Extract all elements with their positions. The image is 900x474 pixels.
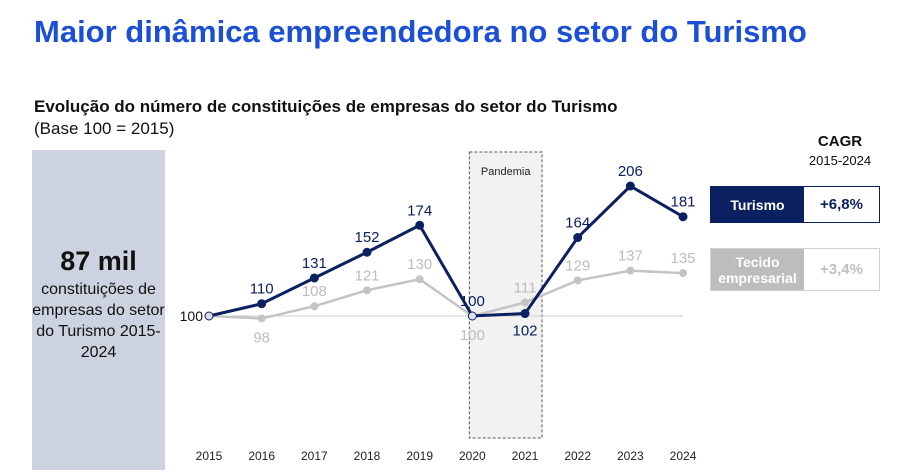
legend-label: Tecido empresarial [711,249,804,290]
data-point [363,286,372,295]
cagr-period: 2015-2024 [808,153,872,168]
data-label: 206 [618,163,643,180]
data-label: 98 [253,329,270,346]
x-tick-label: 2020 [459,449,486,463]
data-label: 130 [407,256,432,273]
summary-value: 87 mil [60,246,137,276]
data-label: 131 [302,255,327,272]
pandemic-band [468,151,543,439]
x-tick-label: 2018 [354,449,381,463]
data-point [520,309,530,319]
data-label: 129 [565,257,590,274]
baseline-label: 100 [180,308,204,324]
data-point [678,212,688,222]
data-label: 121 [354,267,379,284]
data-point [204,311,214,321]
data-label: 111 [514,280,537,297]
data-point [415,275,424,284]
data-label: 181 [671,194,696,211]
x-tick-label: 2019 [406,449,433,463]
data-point [257,299,267,309]
data-point [257,314,266,323]
data-point [573,276,582,285]
legend-cagr: +3,4% [804,249,879,290]
data-point [521,298,530,307]
x-tick-label: 2021 [512,449,539,463]
data-point [309,273,319,283]
data-point [626,266,635,275]
summary-panel: 87 mil constituições de empresas do seto… [32,150,165,470]
data-label: 135 [671,250,696,267]
legend-tecido-empresarial: Tecido empresarial +3,4% [710,248,880,291]
legend-label: Turismo [711,187,804,222]
data-point [679,269,688,278]
data-label: 110 [250,281,274,298]
data-point [310,302,319,311]
data-label: 100 [460,327,485,344]
x-tick-label: 2016 [248,449,275,463]
x-tick-label: 2024 [670,449,697,463]
data-point [573,233,583,243]
pandemic-label: Pandemia [481,166,531,178]
data-point [415,220,425,230]
data-point [625,181,635,191]
x-tick-label: 2023 [617,449,644,463]
chart-subtitle: (Base 100 = 2015) [34,119,175,138]
x-tick-label: 2022 [564,449,591,463]
data-label: 174 [407,202,432,219]
x-tick-label: 2015 [196,449,223,463]
cagr-title: CAGR [817,133,863,150]
chart-title: Evolução do número de constituições de e… [34,97,618,116]
x-tick-label: 2017 [301,449,328,463]
legend-cagr: +6,8% [804,187,879,222]
data-label: 108 [302,283,327,300]
data-label: 152 [354,229,379,246]
legend-turismo: Turismo +6,8% [710,186,880,223]
data-label: 164 [565,215,590,232]
data-point [467,311,477,321]
page-title: Maior dinâmica empreendedora no setor do… [34,14,807,49]
series-line-turismo [208,184,684,318]
data-label: 100 [460,293,485,310]
summary-description: constituições de empresas do setor do Tu… [32,281,165,361]
series-line-tecido [208,269,684,320]
data-label: 137 [618,248,643,265]
data-point [362,247,372,257]
data-label: 102 [513,323,538,340]
